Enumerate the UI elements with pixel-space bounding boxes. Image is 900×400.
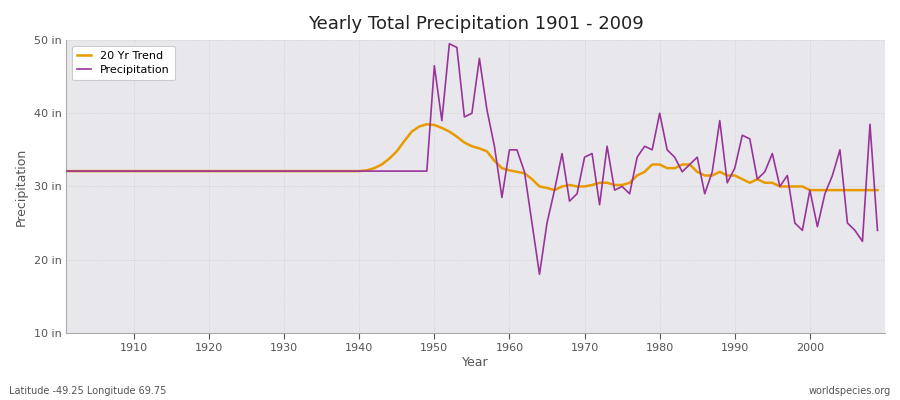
Precipitation	[286, 169, 297, 174]
Precipitation	[121, 169, 131, 174]
20 Yr Trend	[872, 188, 883, 192]
20 Yr Trend	[61, 169, 72, 174]
Line: 20 Yr Trend: 20 Yr Trend	[67, 124, 878, 190]
20 Yr Trend	[421, 122, 432, 127]
20 Yr Trend	[609, 182, 620, 187]
20 Yr Trend	[331, 169, 342, 174]
20 Yr Trend	[121, 169, 131, 174]
20 Yr Trend	[511, 170, 522, 174]
X-axis label: Year: Year	[463, 356, 489, 369]
Precipitation	[511, 148, 522, 152]
Legend: 20 Yr Trend, Precipitation: 20 Yr Trend, Precipitation	[72, 46, 175, 80]
20 Yr Trend	[549, 188, 560, 192]
20 Yr Trend	[504, 168, 515, 173]
Precipitation	[444, 41, 454, 46]
Line: Precipitation: Precipitation	[67, 44, 878, 274]
Text: Latitude -49.25 Longitude 69.75: Latitude -49.25 Longitude 69.75	[9, 386, 166, 396]
Precipitation	[331, 169, 342, 174]
Title: Yearly Total Precipitation 1901 - 2009: Yearly Total Precipitation 1901 - 2009	[308, 15, 644, 33]
Text: worldspecies.org: worldspecies.org	[809, 386, 891, 396]
Precipitation	[609, 188, 620, 192]
Y-axis label: Precipitation: Precipitation	[15, 147, 28, 226]
20 Yr Trend	[286, 169, 297, 174]
Precipitation	[872, 228, 883, 233]
Precipitation	[504, 148, 515, 152]
Precipitation	[534, 272, 544, 277]
Precipitation	[61, 169, 72, 174]
